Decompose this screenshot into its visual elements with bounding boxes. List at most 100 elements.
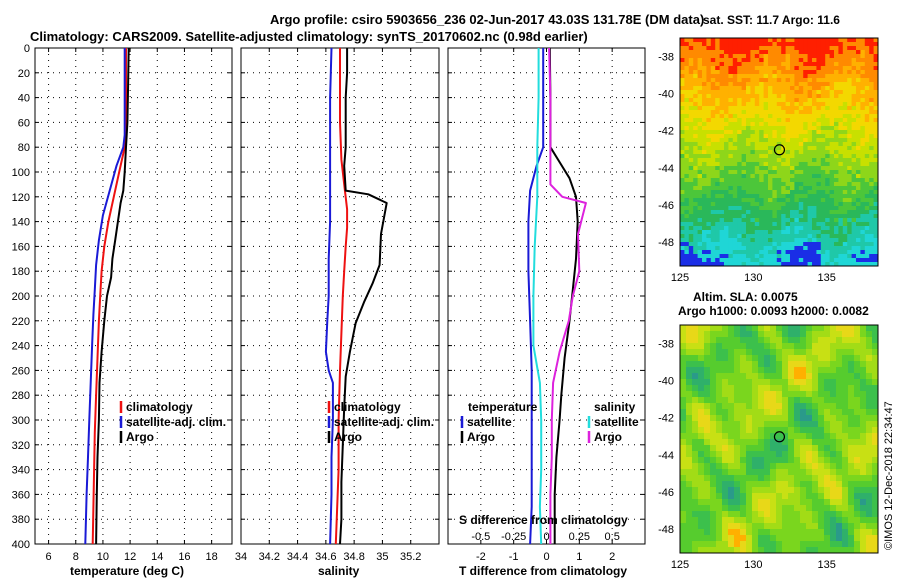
sst-cell <box>851 98 857 103</box>
sla-cell <box>836 541 843 548</box>
sla-cell <box>734 421 741 428</box>
sst-cell <box>812 174 817 179</box>
series-argo <box>339 48 388 545</box>
sst-cell <box>856 62 861 67</box>
sla-cell <box>782 373 789 380</box>
sst-cell <box>781 154 786 159</box>
sla-cell <box>812 427 819 434</box>
sla-cell <box>872 421 879 428</box>
sst-cell <box>847 82 852 87</box>
sst-cell <box>860 134 866 139</box>
sla-cell <box>776 397 783 404</box>
sst-cell <box>732 138 738 143</box>
sst-cell <box>785 54 791 59</box>
sla-cell <box>782 391 789 398</box>
sst-cell <box>847 230 852 235</box>
sst-cell <box>838 214 844 219</box>
sst-cell <box>812 110 817 115</box>
sst-cell <box>869 82 874 87</box>
sst-cell <box>763 150 769 155</box>
sst-cell <box>847 210 852 215</box>
sst-cell <box>864 190 870 195</box>
sla-cell <box>800 325 807 332</box>
sst-cell <box>834 74 839 79</box>
sst-cell <box>715 242 720 247</box>
sla-cell <box>794 523 801 530</box>
sst-cell <box>710 130 716 135</box>
sst-cell <box>710 146 716 151</box>
sla-cell <box>830 427 837 434</box>
sst-cell <box>790 98 795 103</box>
sst-cell <box>825 186 830 191</box>
sst-cell <box>842 38 848 43</box>
sst-cell <box>754 246 760 251</box>
sst-cell <box>864 102 870 107</box>
sst-cell <box>820 202 826 207</box>
sst-cell <box>750 190 756 195</box>
sla-cell <box>746 511 753 518</box>
sst-cell <box>710 234 716 239</box>
sst-cell <box>829 154 835 159</box>
sla-cell <box>740 361 747 368</box>
sla-cell <box>686 391 693 398</box>
sst-cell <box>842 50 848 55</box>
sst-cell <box>732 46 738 51</box>
sst-cell <box>746 214 751 219</box>
sst-cell <box>812 78 817 83</box>
sst-cell <box>710 106 716 111</box>
lon-tick-label: 130 <box>744 272 762 284</box>
depth-tick-label: 140 <box>12 217 30 229</box>
sst-cell <box>798 130 804 135</box>
sst-cell <box>781 50 786 55</box>
sst-cell <box>873 54 879 59</box>
sst-cell <box>851 190 857 195</box>
sst-cell <box>873 238 879 243</box>
sst-cell <box>847 142 852 147</box>
lon-tick-label: 130 <box>744 559 762 571</box>
sst-cell <box>684 250 690 255</box>
sst-cell <box>710 158 716 163</box>
sla-cell <box>806 469 813 476</box>
sst-cell <box>759 86 764 91</box>
sst-cell <box>798 86 804 91</box>
sst-cell <box>750 242 756 247</box>
sst-cell <box>785 98 791 103</box>
sst-cell <box>741 250 747 255</box>
sst-cell <box>812 142 817 147</box>
sst-cell <box>785 186 791 191</box>
sst-cell <box>860 98 866 103</box>
sla-cell <box>758 529 765 536</box>
sst-cell <box>807 254 813 259</box>
sst-cell <box>812 86 817 91</box>
sst-cell <box>781 62 786 67</box>
sst-cell <box>776 226 782 231</box>
sst-cell <box>759 186 764 191</box>
sst-cell <box>790 242 795 247</box>
sst-cell <box>842 58 848 63</box>
sst-cell <box>754 190 760 195</box>
sst-cell <box>794 74 800 79</box>
sst-cell <box>697 186 703 191</box>
sla-cell <box>842 523 849 530</box>
sst-cell <box>746 90 751 95</box>
sst-cell <box>715 50 720 55</box>
sla-cell <box>710 505 717 512</box>
sst-cell <box>763 218 769 223</box>
sst-cell <box>680 138 685 143</box>
sst-cell <box>785 102 791 107</box>
sst-cell <box>680 186 685 191</box>
sst-cell <box>737 130 742 135</box>
depth-tick-label: 60 <box>18 117 30 129</box>
sst-cell <box>680 170 685 175</box>
sst-cell <box>785 222 791 227</box>
sst-cell <box>825 62 830 67</box>
sla-cell <box>836 451 843 458</box>
sst-cell <box>851 146 857 151</box>
series-satellite-adj-clim- <box>324 47 334 545</box>
sst-cell <box>834 130 839 135</box>
sst-cell <box>798 202 804 207</box>
sla-cell <box>746 415 753 422</box>
sst-cell <box>825 198 830 203</box>
sst-cell <box>829 246 835 251</box>
sst-cell <box>812 186 817 191</box>
